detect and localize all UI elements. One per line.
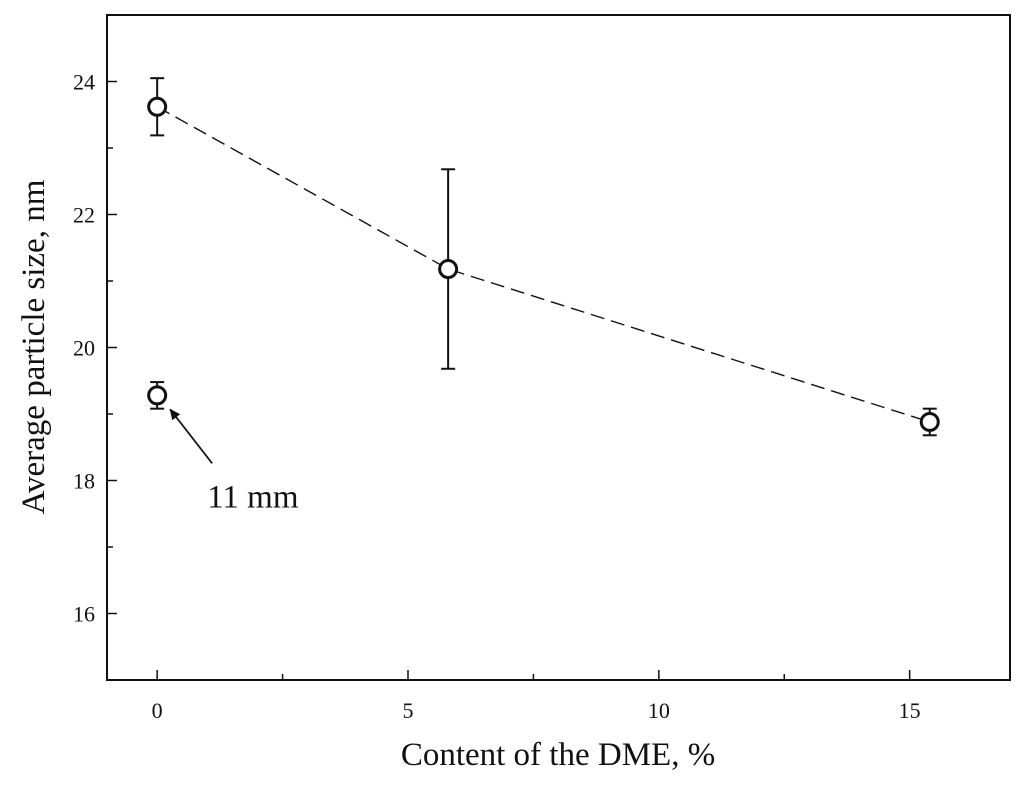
y-tick-label: 20 [73, 336, 95, 361]
x-tick-label: 10 [648, 698, 670, 723]
x-tick-label: 0 [152, 698, 163, 723]
y-tick-label: 16 [73, 602, 95, 627]
x-axis-ticks: 0 5 10 15 [152, 670, 921, 723]
series-1 [147, 381, 168, 410]
data-point [438, 259, 459, 280]
annotation-arrow [169, 408, 213, 464]
data-point [147, 96, 168, 117]
x-tick-label: 5 [403, 698, 414, 723]
series-line [156, 106, 930, 423]
x-tick-label: 15 [899, 698, 921, 723]
data-point [919, 411, 940, 432]
y-tick-label: 22 [73, 203, 95, 228]
y-axis-title: Average particle size, nm [16, 179, 52, 514]
data-point [147, 385, 168, 406]
annotation-label: 11 mm [207, 479, 299, 515]
plot-frame [106, 14, 1011, 681]
annotation-layer: 11 mm [169, 408, 299, 515]
y-axis-ticks: 16 18 20 22 24 [73, 14, 117, 681]
series-layer [147, 77, 940, 437]
x-axis-title: Content of the DME, % [401, 737, 715, 773]
y-tick-label: 24 [73, 70, 95, 95]
series-0 [147, 77, 940, 437]
y-tick-label: 18 [73, 469, 95, 494]
